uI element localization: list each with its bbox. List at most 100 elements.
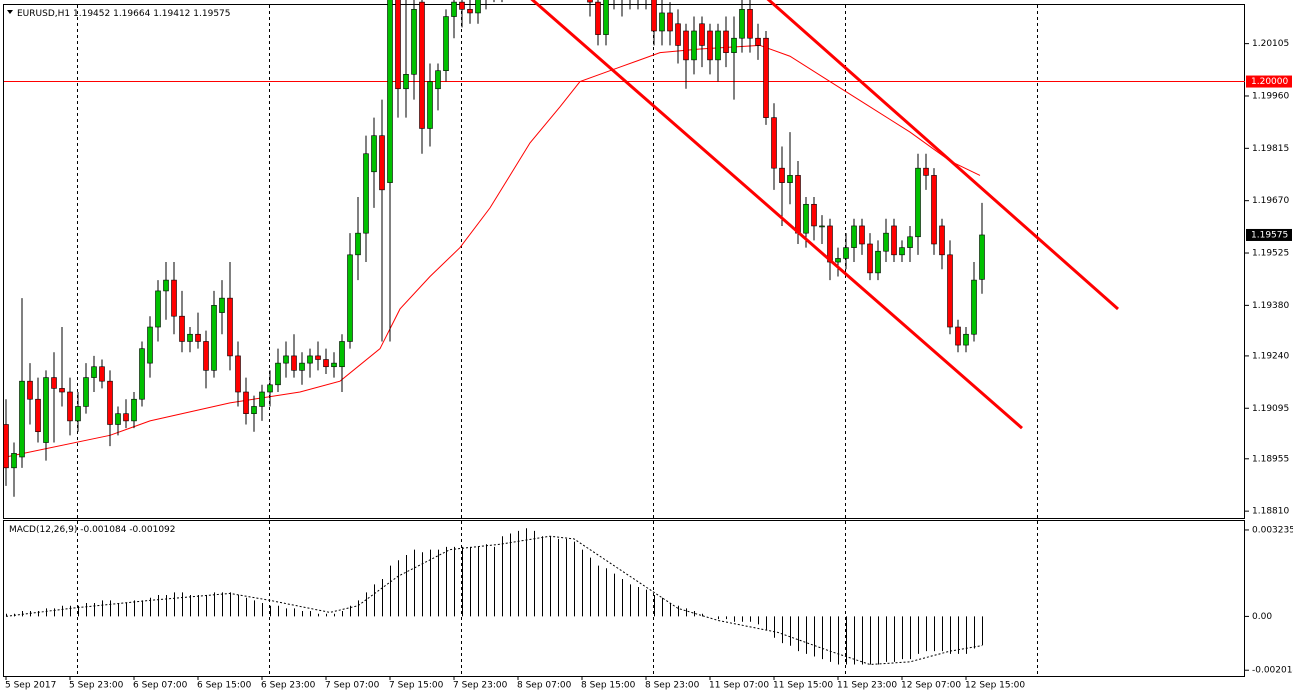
macd-signal [5,535,983,666]
candle-body [75,406,81,422]
candle-body [283,355,289,364]
candle-body [179,315,185,342]
header: EURUSD,H1 1.19452 1.19664 1.19412 1.1957… [17,9,231,19]
x-tick-label: 11 Sep 15:00 [773,681,833,691]
candle-body [331,362,337,368]
price-label-box [1246,228,1292,241]
trendline [530,0,1023,430]
x-tick-label: 7 Sep 07:00 [325,681,380,691]
candle-body [259,391,265,407]
y-tick-label: 1.19380 [1252,301,1289,311]
y-tick-label: 1.18955 [1252,454,1289,464]
candle-body [755,37,761,46]
candle-body [451,1,457,17]
candle-body [803,203,809,234]
candle-body [651,0,657,32]
candle-body [875,250,881,274]
y-tick-label: 1.19095 [1252,404,1289,414]
candle-body [19,380,25,458]
candle-body [27,380,33,400]
candle-body [355,232,361,256]
candle-body [347,254,353,342]
macd-y-tick-label: 0.003235 [1252,525,1293,535]
level-label-box [1246,75,1292,88]
candle-body [3,424,9,469]
candle-body [371,135,377,173]
candle-body [419,1,425,129]
candle-body [139,348,145,400]
candle-body [195,333,201,342]
candle-body [699,23,705,46]
candle-body [891,225,897,256]
macd-y-tick-label: 0.00 [1252,612,1272,622]
candle-body [443,16,449,72]
candle-body [131,398,137,422]
x-tick-label: 12 Sep 07:00 [901,681,961,691]
x-tick-label: 8 Sep 07:00 [517,681,572,691]
candle-body [715,30,721,61]
last-high: 1.19664 [113,9,150,19]
candle-body [859,225,865,245]
candle-body [915,167,921,238]
trendline [766,0,1119,311]
candle-body [779,167,785,183]
y-tick-label: 1.19670 [1252,196,1289,206]
last-close: 1.19575 [193,9,230,19]
candle-body [835,258,841,263]
price-panel-frame [3,4,1245,519]
x-tick-label: 6 Sep 23:00 [261,681,316,691]
candle-body [323,359,329,368]
candle-body [947,254,953,328]
signal-last: -0.001092 [129,525,175,535]
candle-body [187,333,193,342]
candle-body [227,297,233,357]
candle-body [931,175,937,245]
x-tick-label: 8 Sep 23:00 [645,681,700,691]
x-tick-label: 6 Sep 15:00 [197,681,252,691]
candle-body [203,341,209,371]
candle-body [827,225,833,263]
menu-triangle[interactable] [7,10,13,14]
candle-body [163,279,169,292]
candle-body [747,9,753,39]
y-tick-label: 1.20105 [1252,39,1289,49]
price-label: 1.19575 [1251,230,1288,240]
candle-body [395,0,401,90]
candle-body [99,366,105,382]
macd-last: -0.001084 [80,525,126,535]
candle-body [659,12,665,32]
candle-body [923,167,929,176]
y-tick-label: 1.18810 [1252,507,1289,517]
candle-body [307,355,313,364]
macd-y-tick-label: -0.002014 [1252,666,1293,676]
candle-body [67,391,73,422]
candle-body [147,326,153,364]
y-tick-label: 1.19240 [1252,351,1289,361]
candle-body [707,30,713,61]
candle-body [91,366,97,378]
candle-body [691,30,697,61]
candle-body [243,391,249,414]
y-tick-label: 1.19960 [1252,91,1289,101]
candle-body [867,243,873,274]
candle-body [475,0,481,14]
x-tick-label: 5 Sep 2017 [5,681,56,691]
candle-body [851,225,857,248]
vertical-grid [77,5,1038,676]
macd-panel-frame [3,520,1245,677]
candle-body [115,413,121,425]
x-tick-label: 5 Sep 23:00 [69,681,124,691]
x-tick-label: 11 Sep 07:00 [709,681,769,691]
candle-body [291,355,297,371]
candle-body [723,30,729,53]
candle-body [219,297,225,313]
candle-body [843,247,849,259]
candle-body [763,37,769,118]
candle-body [731,37,737,53]
symbol: EURUSD,H1 [17,9,70,19]
candle-body [339,341,345,368]
x-tick-label: 12 Sep 15:00 [965,681,1025,691]
x-tick-label: 8 Sep 15:00 [581,681,636,691]
candle-body [411,9,417,75]
